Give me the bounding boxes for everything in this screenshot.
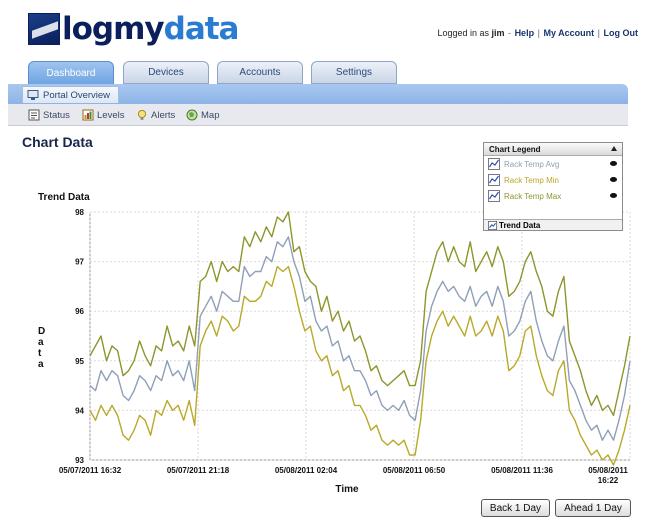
- logged-in-label: Logged in as: [437, 28, 489, 38]
- series-line-rack-temp-max: [89, 211, 631, 417]
- y-axis-title-char: a: [38, 359, 44, 370]
- series-line-rack-temp-min: [89, 265, 631, 466]
- x-tick-label: 05/07/2011 16:32: [59, 466, 122, 475]
- tab-accounts[interactable]: Accounts: [217, 61, 303, 84]
- help-link[interactable]: Help: [514, 28, 535, 38]
- nav-status[interactable]: Status: [28, 108, 70, 122]
- eye-icon[interactable]: [610, 177, 617, 182]
- chart-legend: Chart Legend Rack Temp Avg Rack Temp Min…: [483, 142, 623, 231]
- nav-alerts-label: Alerts: [151, 109, 176, 121]
- y-tick-label: 98: [75, 208, 84, 217]
- nav-levels[interactable]: Levels: [82, 108, 124, 122]
- y-ticks: 93 94 95 96 97 98: [75, 208, 84, 465]
- map-icon: [186, 109, 198, 121]
- legend-entry-avg[interactable]: Rack Temp Avg: [484, 156, 622, 172]
- y-tick-label: 95: [75, 357, 84, 366]
- y-axis-title-char: D: [38, 326, 45, 337]
- nav-map[interactable]: Map: [186, 108, 219, 122]
- series-line-rack-temp-avg: [89, 236, 631, 441]
- nav-status-label: Status: [43, 109, 70, 121]
- tab-devices[interactable]: Devices: [123, 61, 209, 84]
- x-tick-label: 05/08/2011 02:04: [275, 466, 338, 475]
- legend-header[interactable]: Chart Legend: [484, 143, 622, 156]
- y-axis-title-char: a: [38, 337, 44, 348]
- nav-levels-label: Levels: [97, 109, 125, 121]
- trend-chart: Trend Data 93 94 95 96 97 98 05/07/2011 16:32…: [38, 192, 631, 495]
- logo-text: logmydata: [62, 10, 239, 47]
- y-tick-label: 93: [75, 456, 84, 465]
- logo-mark-icon: [28, 13, 60, 45]
- legend-entry-max[interactable]: Rack Temp Max: [484, 188, 622, 204]
- chart-title: Trend Data: [38, 192, 90, 203]
- user-bar: Logged in as jim - Help | My Account | L…: [437, 28, 638, 38]
- y-tick-label: 94: [75, 406, 84, 415]
- y-tick-label: 97: [75, 258, 84, 267]
- legend-label-max: Rack Temp Max: [504, 191, 562, 201]
- alerts-icon: [137, 109, 147, 120]
- x-tick-label: 05/07/2011 21:18: [167, 466, 230, 475]
- legend-footer-label: Trend Data: [499, 220, 541, 230]
- x-tick-label: 05/08/2011: [588, 466, 628, 475]
- monitor-icon: [27, 90, 39, 100]
- portal-overview-label: Portal Overview: [43, 89, 111, 101]
- legend-label-min: Rack Temp Min: [504, 175, 559, 185]
- tab-dashboard[interactable]: Dashboard: [28, 61, 114, 86]
- line-chart-icon: [488, 158, 500, 170]
- legend-footer: Trend Data: [484, 219, 622, 230]
- levels-icon: [82, 109, 94, 121]
- line-chart-icon: [488, 190, 500, 202]
- y-tick-label: 96: [75, 307, 84, 316]
- x-tick-label-time: 16:22: [598, 476, 619, 485]
- collapse-icon[interactable]: [611, 146, 617, 151]
- portal-overview-tab[interactable]: Portal Overview: [22, 86, 120, 103]
- legend-entry-min[interactable]: Rack Temp Min: [484, 172, 622, 188]
- x-ticks: 05/07/2011 16:32 05/07/2011 21:18 05/08/20…: [59, 466, 628, 485]
- page-title: Chart Data: [22, 134, 93, 150]
- logo[interactable]: logmydata: [28, 10, 239, 48]
- eye-icon[interactable]: [610, 193, 617, 198]
- y-axis-title-char: t: [38, 348, 42, 359]
- tab-strip: [8, 84, 628, 104]
- trend-data-icon: [488, 220, 497, 230]
- x-tick-label: 05/08/2011 06:50: [383, 466, 446, 475]
- chart-series: [89, 211, 631, 466]
- subnav-bar: [8, 104, 628, 126]
- my-account-link[interactable]: My Account: [543, 28, 595, 38]
- back-1-day-button[interactable]: Back 1 Day: [481, 499, 550, 517]
- line-chart-icon: [488, 174, 500, 186]
- legend-label-avg: Rack Temp Avg: [504, 159, 560, 169]
- nav-map-label: Map: [201, 109, 220, 121]
- x-axis-title: Time: [335, 484, 359, 495]
- tab-settings[interactable]: Settings: [311, 61, 397, 84]
- ahead-1-day-button[interactable]: Ahead 1 Day: [555, 499, 631, 517]
- eye-icon[interactable]: [610, 161, 617, 166]
- status-icon: [28, 109, 40, 121]
- nav-alerts[interactable]: Alerts: [136, 108, 175, 122]
- legend-title: Chart Legend: [489, 144, 541, 154]
- log-out-link[interactable]: Log Out: [603, 28, 639, 38]
- x-tick-label: 05/08/2011 11:36: [491, 466, 553, 475]
- username: jim: [491, 28, 505, 38]
